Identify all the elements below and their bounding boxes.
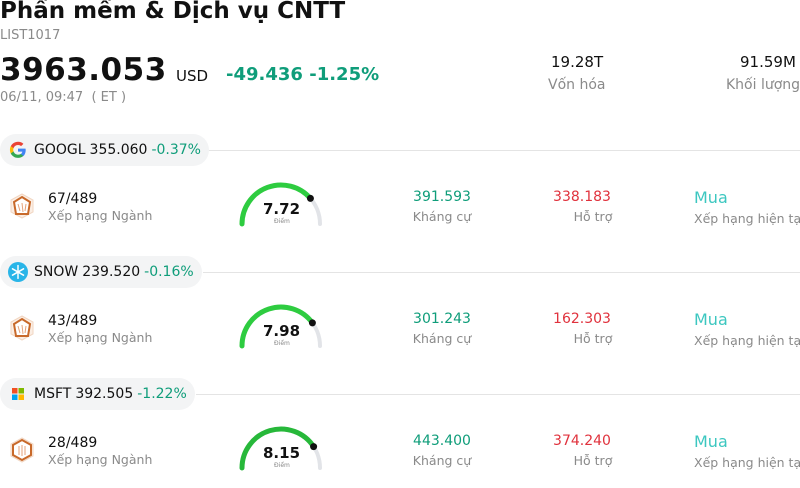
support-value: 374.240 <box>553 433 611 449</box>
score-value: 7.98 <box>263 322 301 340</box>
divider <box>203 272 800 273</box>
score-label: Điểm <box>274 340 290 347</box>
industry-rank-value: 67/489 <box>48 191 98 207</box>
support-value: 162.303 <box>553 311 611 327</box>
datetime: 06/11, 09:47 <box>0 90 84 105</box>
industry-rank-label: Xếp hạng Ngành <box>48 330 153 345</box>
gauge-fill <box>239 426 317 471</box>
resistance-label: Kháng cự <box>412 453 472 468</box>
market-cap-label: Vốn hóa <box>548 77 606 93</box>
ticker-change: -0.37% <box>151 142 201 158</box>
ticker-price: 392.505 <box>75 386 134 402</box>
ticker: GOOGL <box>34 142 86 158</box>
stock-pill-googl[interactable]: GOOGL 355.060 -0.37% <box>0 134 209 166</box>
gauge-marker <box>308 319 316 327</box>
industry-rank-icon <box>10 193 34 219</box>
support-value: 338.183 <box>553 189 611 205</box>
rating-value: Mua <box>694 432 728 451</box>
microsoft-logo-icon <box>8 384 28 404</box>
volume-label: Khối lượng <box>726 77 800 93</box>
ticker-change: -1.22% <box>137 386 187 402</box>
ticker-change: -0.16% <box>144 264 194 280</box>
industry-rank-value: 43/489 <box>48 313 98 329</box>
resistance-label: Kháng cự <box>412 209 472 224</box>
rating-value: Mua <box>694 188 728 207</box>
rating-label: Xếp hạng hiện tại <box>694 455 800 470</box>
gauge-fill <box>239 182 313 227</box>
ticker-price: 355.060 <box>89 142 148 158</box>
ticker: SNOW <box>34 264 79 280</box>
stock-pill-msft[interactable]: MSFT 392.505 -1.22% <box>0 378 195 410</box>
ticker-price: 239.520 <box>82 264 141 280</box>
divider <box>196 394 800 395</box>
industry-rank-label: Xếp hạng Ngành <box>48 452 153 467</box>
industry-rank-icon <box>10 315 34 341</box>
change-value: -49.436 <box>226 64 303 85</box>
score-gauge <box>239 426 322 471</box>
timezone: ( ET ) <box>91 90 127 105</box>
gauge-marker <box>310 443 318 451</box>
rating-label: Xếp hạng hiện tại <box>694 211 800 226</box>
rating-label: Xếp hạng hiện tại <box>694 333 800 348</box>
page-title: Phần mềm & Dịch vụ CNTT <box>0 0 346 24</box>
google-logo-icon <box>8 140 28 160</box>
resistance-value: 443.400 <box>413 433 471 449</box>
gauge-fill <box>239 304 315 349</box>
industry-rank-value: 28/489 <box>48 435 98 451</box>
rating-value: Mua <box>694 310 728 329</box>
industry-rank-label: Xếp hạng Ngành <box>48 208 153 223</box>
resistance-value: 391.593 <box>413 189 471 205</box>
index-price: 3963.053 <box>0 52 167 88</box>
score-label: Điểm <box>274 462 290 469</box>
index-code: LIST1017 <box>0 28 61 43</box>
change-percent: -1.25% <box>309 64 380 85</box>
divider <box>205 150 800 151</box>
snowflake-logo-icon <box>8 262 28 282</box>
score-value: 7.72 <box>263 200 301 218</box>
support-label: Hỗ trợ <box>573 331 613 346</box>
resistance-label: Kháng cự <box>412 331 472 346</box>
support-label: Hỗ trợ <box>573 453 613 468</box>
score-value: 8.15 <box>263 444 301 462</box>
gauge-marker <box>306 194 314 202</box>
support-label: Hỗ trợ <box>573 209 613 224</box>
stock-pill-snow[interactable]: SNOW 239.520 -0.16% <box>0 256 202 288</box>
score-label: Điểm <box>274 218 290 225</box>
score-gauge <box>239 182 322 227</box>
market-cap-value: 19.28T <box>551 53 604 71</box>
currency-label: USD <box>176 67 209 85</box>
ticker: MSFT <box>34 386 72 402</box>
index-change: -49.436 -1.25% <box>226 64 379 85</box>
industry-rank-icon <box>10 437 34 463</box>
score-gauge <box>239 304 322 349</box>
timestamp: 06/11, 09:47 ( ET ) <box>0 90 126 105</box>
resistance-value: 301.243 <box>413 311 471 327</box>
volume-value: 91.59M <box>740 53 796 71</box>
